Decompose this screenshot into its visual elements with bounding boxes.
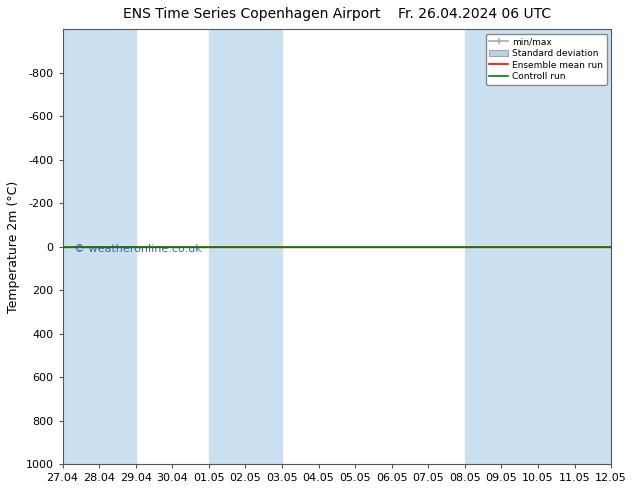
- Bar: [465, 29, 611, 464]
- Title: ENS Time Series Copenhagen Airport    Fr. 26.04.2024 06 UTC: ENS Time Series Copenhagen Airport Fr. 2…: [123, 7, 551, 21]
- Bar: [209, 29, 282, 464]
- Text: © weatheronline.co.uk: © weatheronline.co.uk: [74, 245, 201, 254]
- Bar: [63, 29, 136, 464]
- Y-axis label: Temperature 2m (°C): Temperature 2m (°C): [7, 180, 20, 313]
- Legend: min/max, Standard deviation, Ensemble mean run, Controll run: min/max, Standard deviation, Ensemble me…: [486, 34, 607, 85]
